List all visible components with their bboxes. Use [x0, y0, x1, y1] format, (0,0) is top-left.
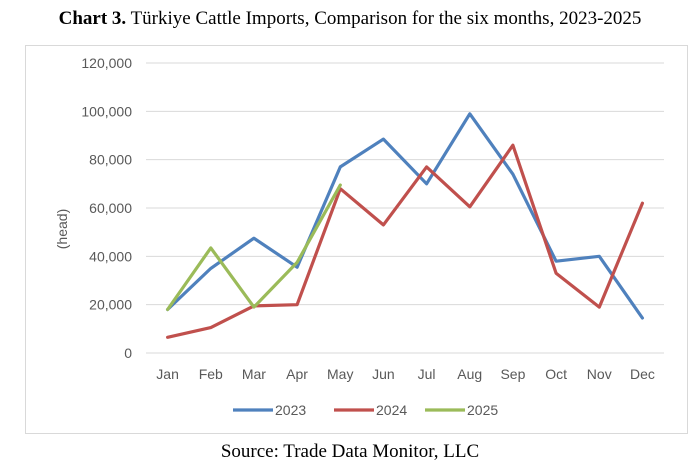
- x-tick-label: Jan: [156, 366, 179, 382]
- y-axis-label: (head): [54, 209, 70, 249]
- chart-frame: 0 20,000 40,000 60,000 80,000 100,000 120,000 …: [25, 45, 688, 434]
- x-tick-label: Jun: [372, 366, 395, 382]
- chart-number: Chart 3.: [58, 8, 127, 29]
- x-tick-label: Nov: [587, 366, 612, 382]
- y-tick-label: 80,000: [89, 152, 132, 168]
- line-chart: 020,00040,00060,00080,000100,000120,000 …: [54, 55, 664, 418]
- x-tick-label: Aug: [457, 366, 482, 382]
- gridlines: [146, 62, 664, 354]
- chart-title: Chart 3. Türkiye Cattle Imports, Compari…: [0, 8, 700, 30]
- x-tick-label: Mar: [242, 366, 266, 382]
- series-line-2025: [166, 183, 342, 312]
- x-tick-label: Jul: [418, 366, 436, 382]
- x-tick-label: Dec: [630, 366, 655, 382]
- x-tick-label: Apr: [286, 366, 308, 382]
- x-tick-label: Sep: [500, 366, 525, 382]
- source-note: Source: Trade Data Monitor, LLC: [220, 441, 480, 462]
- series-lines: [166, 112, 645, 339]
- series-line-2023: [166, 112, 645, 320]
- legend-label-2025: 2025: [467, 402, 498, 418]
- x-tick-label: May: [327, 366, 353, 382]
- legend-label-2023: 2023: [275, 402, 306, 418]
- x-axis-ticks: Jan Feb Mar Apr May Jun Jul Aug Sep Oct Nov Dec: [156, 366, 655, 382]
- y-tick-label: 120,000: [81, 55, 132, 71]
- legend: 2023 2024 2025: [233, 402, 498, 418]
- y-axis-ticks: 0 20,000 40,000 60,000 80,000 100,000 120,000: [81, 55, 132, 361]
- legend-label-2024: 2024: [376, 402, 407, 418]
- y-tick-label: 100,000: [81, 103, 132, 119]
- y-tick-label: 40,000: [89, 248, 132, 264]
- series-line-2024: [166, 143, 645, 339]
- x-tick-label: Feb: [199, 366, 223, 382]
- y-tick-label: 0: [124, 345, 132, 361]
- y-tick-label: 20,000: [89, 297, 132, 313]
- y-tick-label: 60,000: [89, 200, 132, 216]
- chart-title-text: Türkiye Cattle Imports, Comparison for t…: [126, 8, 642, 29]
- x-tick-label: Oct: [545, 366, 567, 382]
